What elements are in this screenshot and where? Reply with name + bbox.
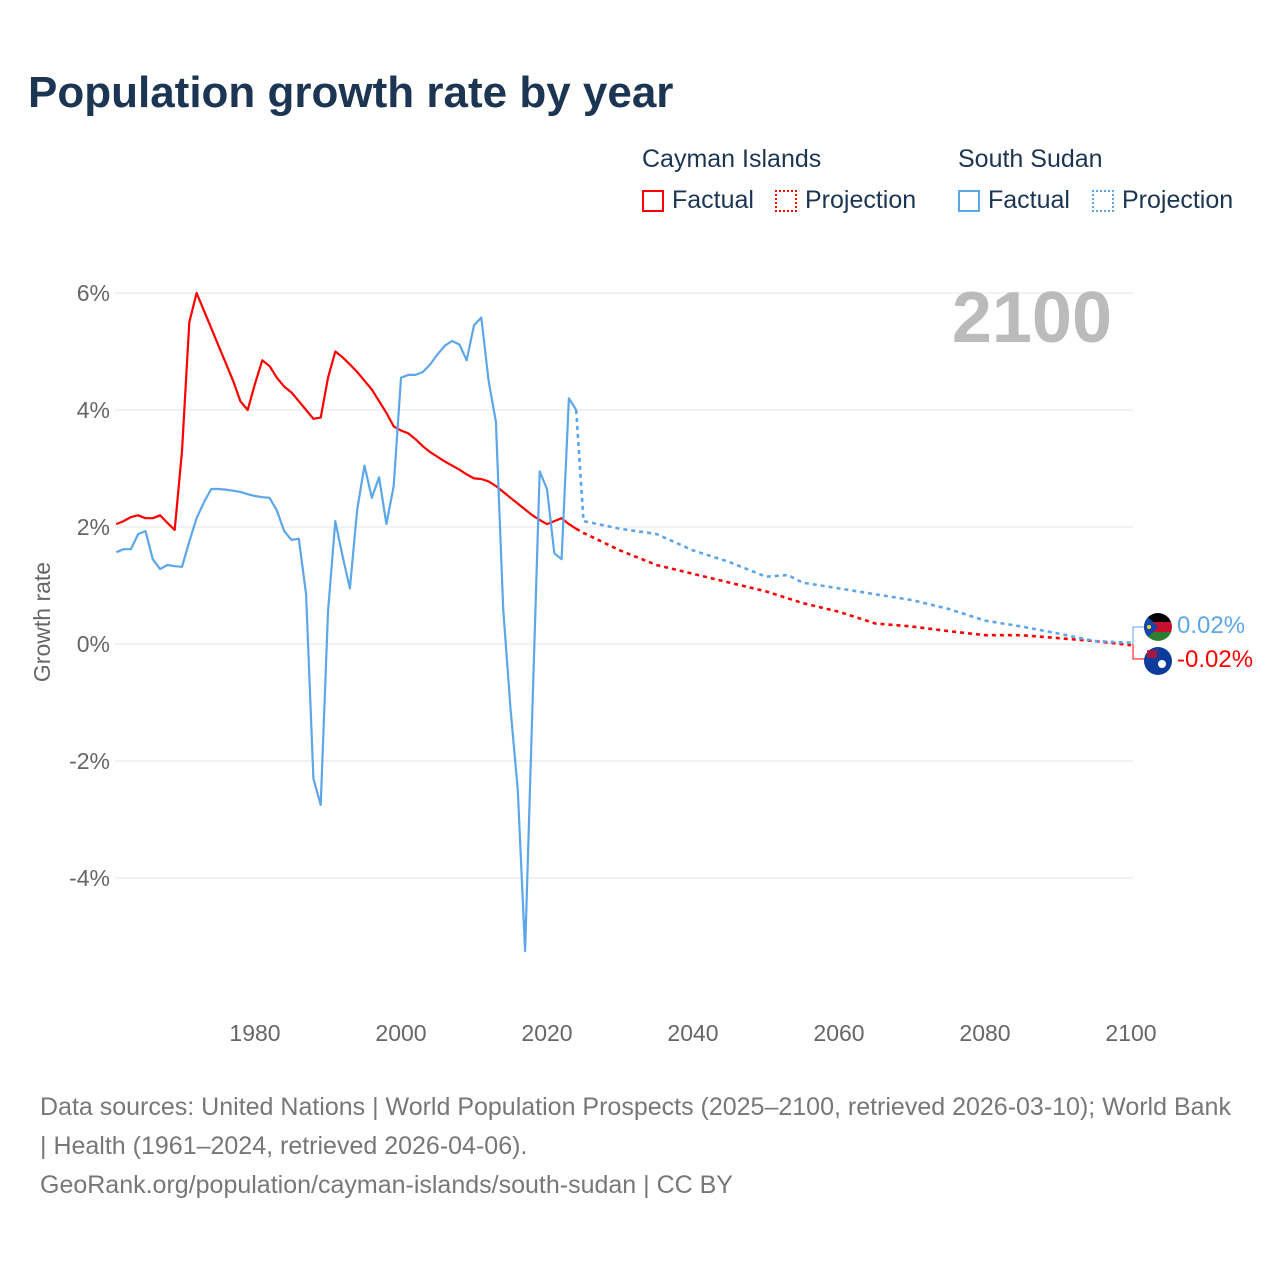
y-tick-label: 2% — [77, 514, 110, 540]
legend-swatch-dotted — [775, 189, 797, 212]
line-chart: 6% 4% 2% 0% -2% -4% 1980 2000 2020 2040 2060 2080 21… — [29, 278, 1253, 1046]
y-tick-label: -4% — [69, 865, 110, 891]
cayman-islands-projection-line — [575, 527, 1132, 647]
sources-link[interactable]: GeoRank.org/population/cayman-islands/so… — [40, 1171, 733, 1199]
south-sudan-flag-icon — [1144, 613, 1172, 641]
x-tick-label: 2100 — [1105, 1020, 1156, 1046]
data-sources: Data sources: United Nations | World Pop… — [40, 1088, 1240, 1205]
x-tick-label: 2080 — [959, 1020, 1010, 1046]
legend-cayman-projection[interactable]: Projection — [775, 186, 916, 215]
end-connector-cayman — [1132, 644, 1145, 660]
legend-label: Factual — [988, 186, 1070, 214]
end-label-south-sudan: 0.02% — [1177, 612, 1245, 639]
y-tick-label: -2% — [69, 748, 110, 774]
y-tick-label: 0% — [77, 631, 110, 657]
end-connector-south-sudan — [1132, 626, 1145, 644]
legend-group-cayman: Cayman Islands — [642, 145, 822, 173]
legend-label: Projection — [805, 186, 917, 214]
x-tick-label: 1980 — [229, 1020, 280, 1046]
chart-title: Population growth rate by year — [28, 68, 674, 117]
legend-label: Projection — [1122, 186, 1234, 214]
cayman-islands-flag-icon — [1144, 647, 1172, 675]
legend-swatch-dotted — [1092, 189, 1114, 212]
south-sudan-factual-line — [115, 316, 578, 953]
legend-swatch-solid — [642, 189, 664, 212]
legend-label: Factual — [672, 186, 754, 214]
x-tick-label: 2040 — [667, 1020, 718, 1046]
legend-group-south-sudan: South Sudan — [958, 145, 1103, 173]
sources-text: Data sources: United Nations | World Pop… — [40, 1093, 1231, 1160]
year-label: 2100 — [952, 278, 1112, 358]
y-axis-label: Growth rate — [29, 562, 55, 682]
legend-south-sudan-factual[interactable]: Factual — [958, 186, 1070, 215]
legend-cayman-factual[interactable]: Factual — [642, 186, 754, 215]
legend-south-sudan-projection[interactable]: Projection — [1092, 186, 1233, 215]
legend-swatch-solid — [958, 189, 980, 212]
south-sudan-projection-line — [574, 409, 1132, 645]
x-tick-label: 2000 — [375, 1020, 426, 1046]
y-tick-label: 6% — [77, 280, 110, 306]
x-tick-label: 2060 — [813, 1020, 864, 1046]
x-tick-label: 2020 — [521, 1020, 572, 1046]
y-tick-label: 4% — [77, 397, 110, 423]
end-label-cayman: -0.02% — [1177, 646, 1253, 673]
cayman-islands-factual-line — [115, 291, 577, 531]
